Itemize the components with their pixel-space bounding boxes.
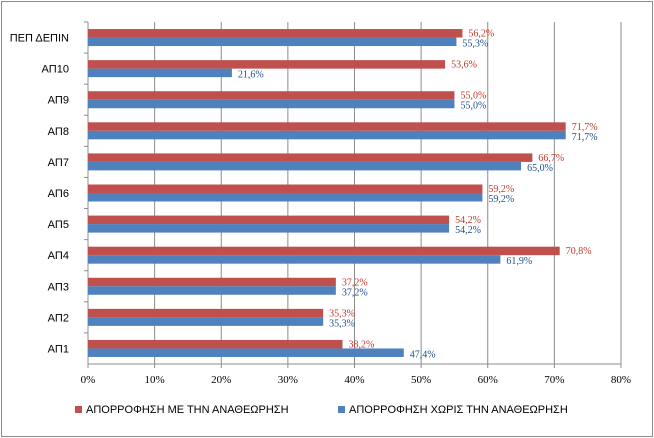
data-label-with-revision: 38,2%: [349, 339, 375, 350]
data-label-with-revision: 35,3%: [329, 308, 355, 319]
data-label-with-revision: 37,2%: [342, 277, 368, 288]
bar-with-revision: [88, 308, 324, 318]
bar-with-revision: [88, 153, 533, 162]
bar-without-revision: [88, 224, 450, 233]
data-label-without-revision: 35,3%: [329, 318, 355, 329]
x-tick-label: 0%: [81, 374, 96, 386]
data-label-with-revision: 54,2%: [455, 215, 481, 226]
category-labels: ΠΕΠ ΔΕΠΙΝ ΑΠ10 ΑΠ9 ΑΠ8 ΑΠ7 ΑΠ6 ΑΠ5 ΑΠ4 ΑΠ3 ΑΠ2 ΑΠ1: [10, 33, 69, 356]
bar-without-revision: [88, 193, 483, 202]
bar-with-revision: [88, 29, 463, 38]
data-label-with-revision: 53,6%: [451, 60, 477, 71]
legend-swatch-with-revision: [75, 406, 82, 413]
bar-without-revision: [88, 37, 457, 47]
x-tick-label: 40%: [344, 374, 364, 386]
data-label-with-revision: 56,2%: [468, 29, 494, 40]
bar-with-revision: [88, 122, 566, 131]
data-label-without-revision: 55,3%: [462, 39, 488, 50]
data-label-without-revision: 54,2%: [455, 225, 481, 236]
x-tick-labels: 0% 10% 20% 30% 40% 50% 60% 70% 80%: [81, 374, 631, 386]
x-tick-label: 30%: [278, 374, 298, 386]
bar-without-revision: [88, 348, 404, 357]
data-label-without-revision: 65,0%: [527, 163, 553, 174]
legend: ΑΠΟΡΡΟΦΗΣΗ ΜΕ ΤΗΝ ΑΝΑΘΕΩΡΗΣΗ ΑΠΟΡΡΟΦΗΣΗ Χ…: [75, 404, 568, 416]
data-label-without-revision: 47,4%: [410, 349, 436, 360]
data-label-without-revision: 37,2%: [342, 287, 368, 298]
data-label-with-revision: 71,7%: [572, 122, 598, 133]
legend-swatch-without-revision: [338, 406, 345, 413]
data-label-with-revision: 55,0%: [460, 91, 486, 102]
category-label: ΑΠ5: [48, 219, 69, 231]
bar-without-revision: [88, 255, 501, 264]
category-label: ΑΠ8: [48, 126, 69, 138]
category-label: ΠΕΠ ΔΕΠΙΝ: [10, 33, 69, 45]
data-label-without-revision: 21,6%: [238, 70, 264, 81]
bar-without-revision: [88, 317, 324, 326]
category-label: ΑΠ10: [41, 64, 69, 76]
data-label-without-revision: 61,9%: [506, 256, 532, 267]
bar-with-revision: [88, 339, 343, 349]
category-label: ΑΠ1: [48, 343, 69, 355]
x-tick-label: 10%: [145, 374, 165, 386]
x-tick-label: 80%: [611, 374, 631, 386]
category-label: ΑΠ9: [48, 95, 69, 107]
bar-with-revision: [88, 184, 483, 193]
x-tick-label: 70%: [544, 374, 564, 386]
x-tick-label: 20%: [211, 374, 231, 386]
bar-with-revision: [88, 91, 455, 100]
bars: [88, 29, 566, 357]
data-label-without-revision: 71,7%: [572, 132, 598, 143]
category-label: ΑΠ4: [48, 250, 69, 262]
bar-without-revision: [88, 99, 455, 109]
bar-with-revision: [88, 246, 560, 256]
legend-label-without-revision: ΑΠΟΡΡΟΦΗΣΗ ΧΩΡΙΣ ΤΗΝ ΑΝΑΘΕΩΡΗΣΗ: [349, 404, 568, 416]
data-label-with-revision: 59,2%: [488, 184, 514, 195]
bar-without-revision: [88, 130, 566, 140]
category-label: ΑΠ6: [48, 188, 69, 200]
bar-without-revision: [88, 68, 232, 78]
data-label-with-revision: 70,8%: [566, 246, 592, 257]
category-label: ΑΠ3: [48, 281, 69, 293]
x-tick-label: 50%: [411, 374, 431, 386]
category-label: ΑΠ7: [48, 157, 69, 169]
legend-label-with-revision: ΑΠΟΡΡΟΦΗΣΗ ΜΕ ΤΗΝ ΑΝΑΘΕΩΡΗΣΗ: [86, 404, 289, 416]
data-labels: 56,2%55,3% 53,6% 21,6% 55,0%55,0% 71,7%71,7%…: [238, 29, 598, 361]
bar-with-revision: [88, 215, 450, 225]
category-label: ΑΠ2: [48, 312, 69, 324]
data-label-with-revision: 66,7%: [538, 153, 564, 164]
data-label-without-revision: 59,2%: [488, 194, 514, 205]
bar-with-revision: [88, 277, 336, 287]
bar-without-revision: [88, 161, 522, 171]
data-label-without-revision: 55,0%: [460, 101, 486, 112]
bar-with-revision: [88, 60, 446, 69]
x-tick-label: 60%: [478, 374, 498, 386]
bar-without-revision: [88, 286, 336, 295]
